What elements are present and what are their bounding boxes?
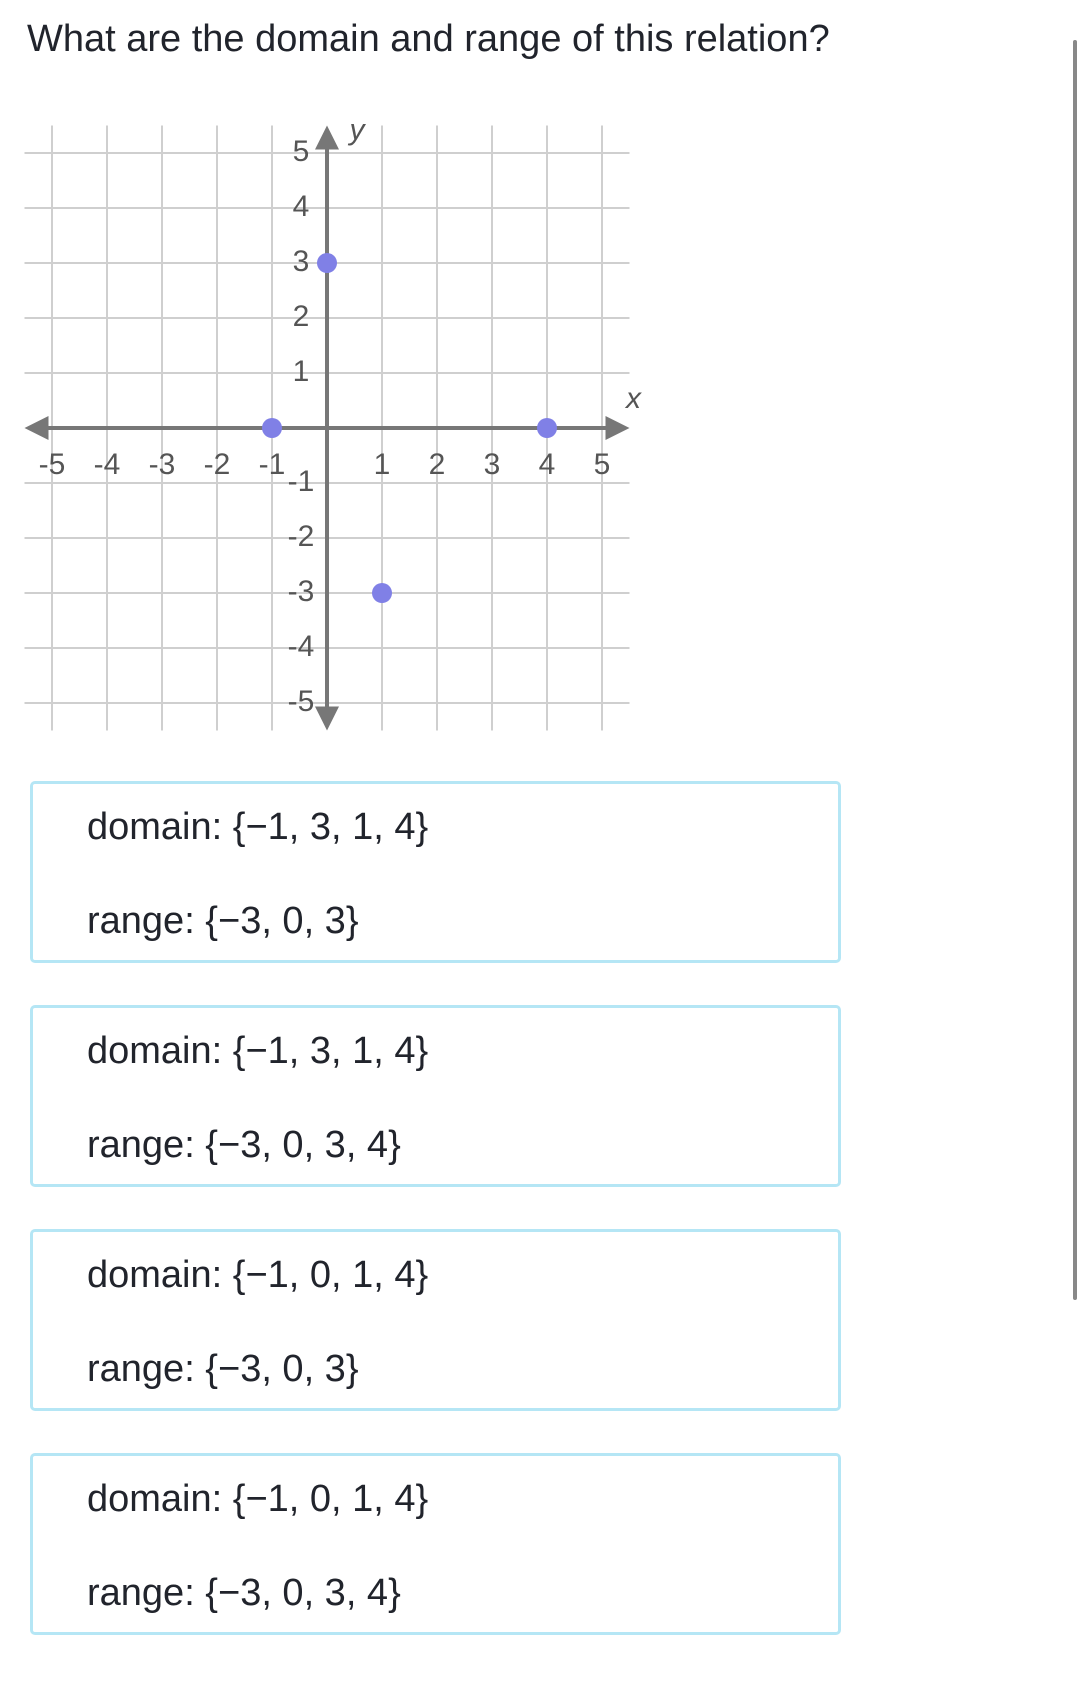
domain-text: domain: {−1, 3, 1, 4}: [87, 806, 429, 848]
x-axis-label: x: [624, 382, 642, 415]
data-point: [537, 418, 557, 438]
x-tick-label: 3: [484, 448, 501, 481]
range-text: range: {−3, 0, 3}: [87, 1348, 359, 1390]
x-tick-label: -4: [94, 448, 121, 481]
answer-choice[interactable]: domain: {−1, 0, 1, 4} range: {−3, 0, 3, …: [30, 1453, 841, 1635]
range-text: range: {−3, 0, 3, 4}: [87, 1124, 401, 1166]
x-tick-label: 1: [374, 448, 391, 481]
x-tick-label: 2: [429, 448, 446, 481]
x-tick-label: 4: [539, 448, 556, 481]
data-point: [372, 583, 392, 603]
chart: x y -5 -4 -3 -2 -1 1 2 3 4 5 -5 -4 -3 -2 -1 1 2 3 4 5: [24, 113, 642, 731]
y-tick-label: -5: [288, 685, 315, 718]
y-axis-label: y: [348, 113, 367, 146]
domain-text: domain: {−1, 0, 1, 4}: [87, 1478, 429, 1520]
y-tick-label: -1: [288, 465, 315, 498]
axis-arrow: [315, 706, 339, 731]
axis-arrow: [315, 125, 339, 150]
question: What are the domain and range of this re…: [27, 18, 830, 60]
domain-text: domain: {−1, 0, 1, 4}: [87, 1254, 429, 1296]
y-tick-label: -3: [288, 575, 315, 608]
x-tick-label: -5: [39, 448, 66, 481]
y-tick-label: -4: [288, 630, 315, 663]
domain-text: domain: {−1, 3, 1, 4}: [87, 1030, 429, 1072]
range-text: range: {−3, 0, 3}: [87, 900, 359, 942]
x-tick-label: 5: [594, 448, 611, 481]
y-tick-label: -2: [288, 520, 315, 553]
y-tick-label: 2: [293, 300, 310, 333]
answer-choice[interactable]: domain: {−1, 3, 1, 4} range: {−3, 0, 3}: [30, 781, 841, 963]
y-tick-label: 4: [293, 190, 310, 223]
data-point: [317, 253, 337, 273]
axis-arrow: [605, 416, 630, 440]
data-point: [262, 418, 282, 438]
answer-choice[interactable]: domain: {−1, 3, 1, 4} range: {−3, 0, 3, …: [30, 1005, 841, 1187]
x-tick-label: -2: [204, 448, 231, 481]
axis-arrow: [24, 416, 49, 440]
answer-choice[interactable]: domain: {−1, 0, 1, 4} range: {−3, 0, 3}: [30, 1229, 841, 1411]
y-tick-label: 3: [293, 245, 310, 278]
x-tick-label: -3: [149, 448, 176, 481]
scrollbar: [1073, 40, 1077, 1300]
y-tick-label: 1: [293, 355, 310, 388]
range-text: range: {−3, 0, 3, 4}: [87, 1572, 401, 1614]
y-tick-label: 5: [293, 135, 310, 168]
x-tick-label: -1: [259, 448, 286, 481]
